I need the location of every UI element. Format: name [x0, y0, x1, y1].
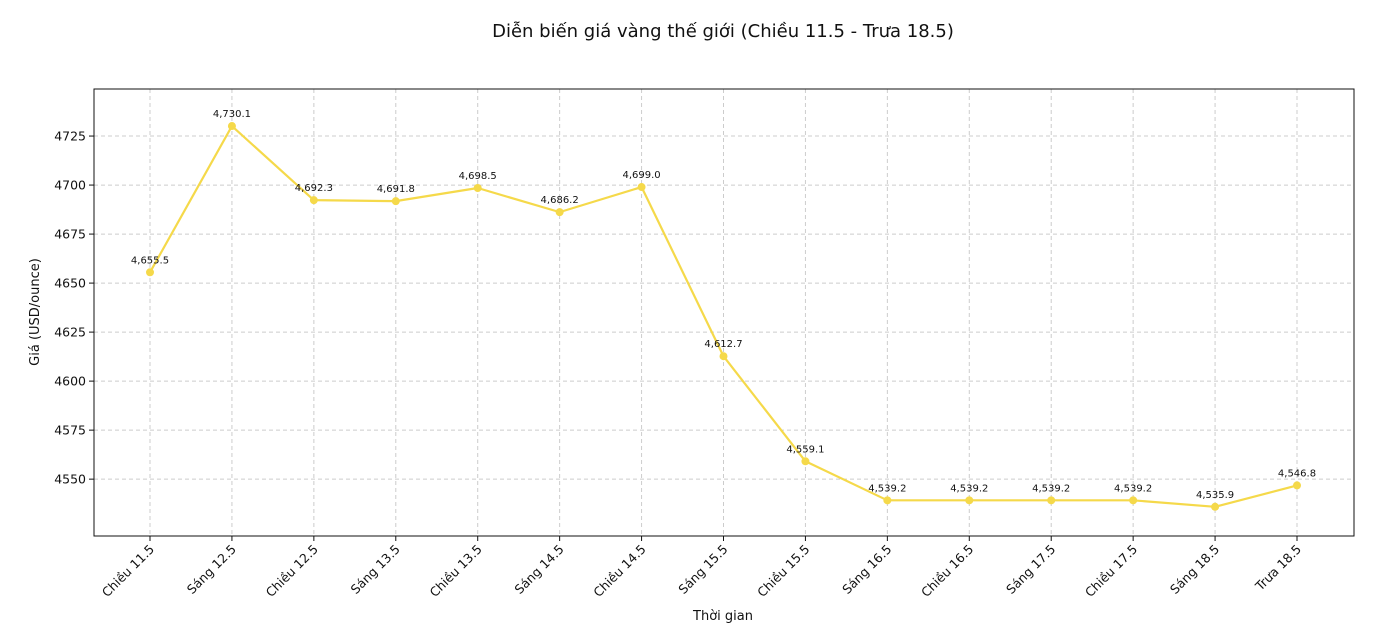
y-tick-label: 4675 — [54, 227, 86, 242]
x-tick-label: Sáng 17.5 — [1003, 542, 1058, 597]
data-label: 4,546.8 — [1278, 468, 1316, 479]
data-point — [1129, 496, 1138, 505]
data-label: 4,539.2 — [950, 483, 988, 494]
data-label: 4,730.1 — [213, 109, 251, 120]
x-tick-label: Trưa 18.5 — [1252, 542, 1305, 595]
data-point — [473, 184, 482, 193]
x-tick-label: Chiều 16.5 — [918, 542, 976, 600]
y-tick-label: 4700 — [54, 178, 86, 193]
data-point — [227, 122, 236, 131]
y-tick-label: 4600 — [54, 374, 86, 389]
data-point — [391, 197, 400, 206]
y-tick-label: 4650 — [54, 276, 86, 291]
data-point — [146, 268, 154, 277]
x-tick-label: Sáng 14.5 — [511, 542, 566, 597]
data-point — [801, 457, 810, 466]
x-tick-label: Sáng 12.5 — [184, 542, 239, 597]
x-tick-label: Chiều 17.5 — [1082, 542, 1140, 600]
data-point — [1047, 496, 1056, 505]
x-tick-label: Chiều 11.5 — [99, 542, 157, 600]
x-tick-label: Sáng 15.5 — [675, 542, 730, 597]
data-labels: 4,655.5 4,730.1 4,692.3 4,691.8 4,698.5 4,686… — [131, 109, 1316, 501]
data-label: 4,699.0 — [622, 170, 660, 181]
data-label: 4,539.2 — [868, 483, 906, 494]
plot-frame — [93, 88, 1355, 537]
data-point — [309, 196, 318, 205]
data-label: 4,686.2 — [541, 195, 579, 206]
data-label: 4,612.7 — [704, 339, 742, 350]
x-tick-label: Sáng 16.5 — [839, 542, 894, 597]
data-label: 4,691.8 — [377, 184, 415, 195]
data-point — [719, 352, 728, 361]
data-point — [637, 183, 646, 192]
y-tick-label: 4550 — [54, 472, 86, 487]
data-point — [1211, 502, 1220, 511]
data-point — [883, 496, 892, 505]
x-tick-label: Chiều 15.5 — [754, 542, 812, 600]
y-axis-label: Giá (USD/ounce) — [28, 258, 43, 366]
data-label: 4,698.5 — [459, 171, 497, 182]
data-label: 4,692.3 — [295, 183, 333, 194]
y-tick-label: 4575 — [54, 423, 86, 438]
series-layer — [146, 122, 1301, 511]
x-tick-label: Sáng 13.5 — [348, 542, 403, 597]
grid-lines — [94, 89, 1354, 536]
x-tick-label: Chiều 12.5 — [263, 542, 321, 600]
data-label: 4,539.2 — [1114, 483, 1152, 494]
data-label: 4,559.1 — [786, 444, 824, 455]
x-tick-label: Chiều 13.5 — [426, 542, 484, 600]
data-label: 4,655.5 — [131, 255, 169, 266]
data-point — [555, 208, 564, 217]
axes: 4550 4575 4600 4625 4650 4675 4700 4725 Chiều 11… — [54, 129, 1304, 600]
data-label: 4,539.2 — [1032, 483, 1070, 494]
data-point — [1293, 481, 1301, 490]
y-tick-label: 4725 — [54, 129, 86, 144]
y-tick-label: 4625 — [54, 325, 86, 340]
x-tick-label: Chiều 14.5 — [590, 542, 648, 600]
data-point — [965, 496, 974, 505]
x-tick-label: Sáng 18.5 — [1167, 542, 1222, 597]
chart-title: Diễn biến giá vàng thế giới (Chiều 11.5 … — [492, 21, 954, 42]
x-axis-label: Thời gian — [692, 609, 753, 624]
data-label: 4,535.9 — [1196, 490, 1234, 501]
